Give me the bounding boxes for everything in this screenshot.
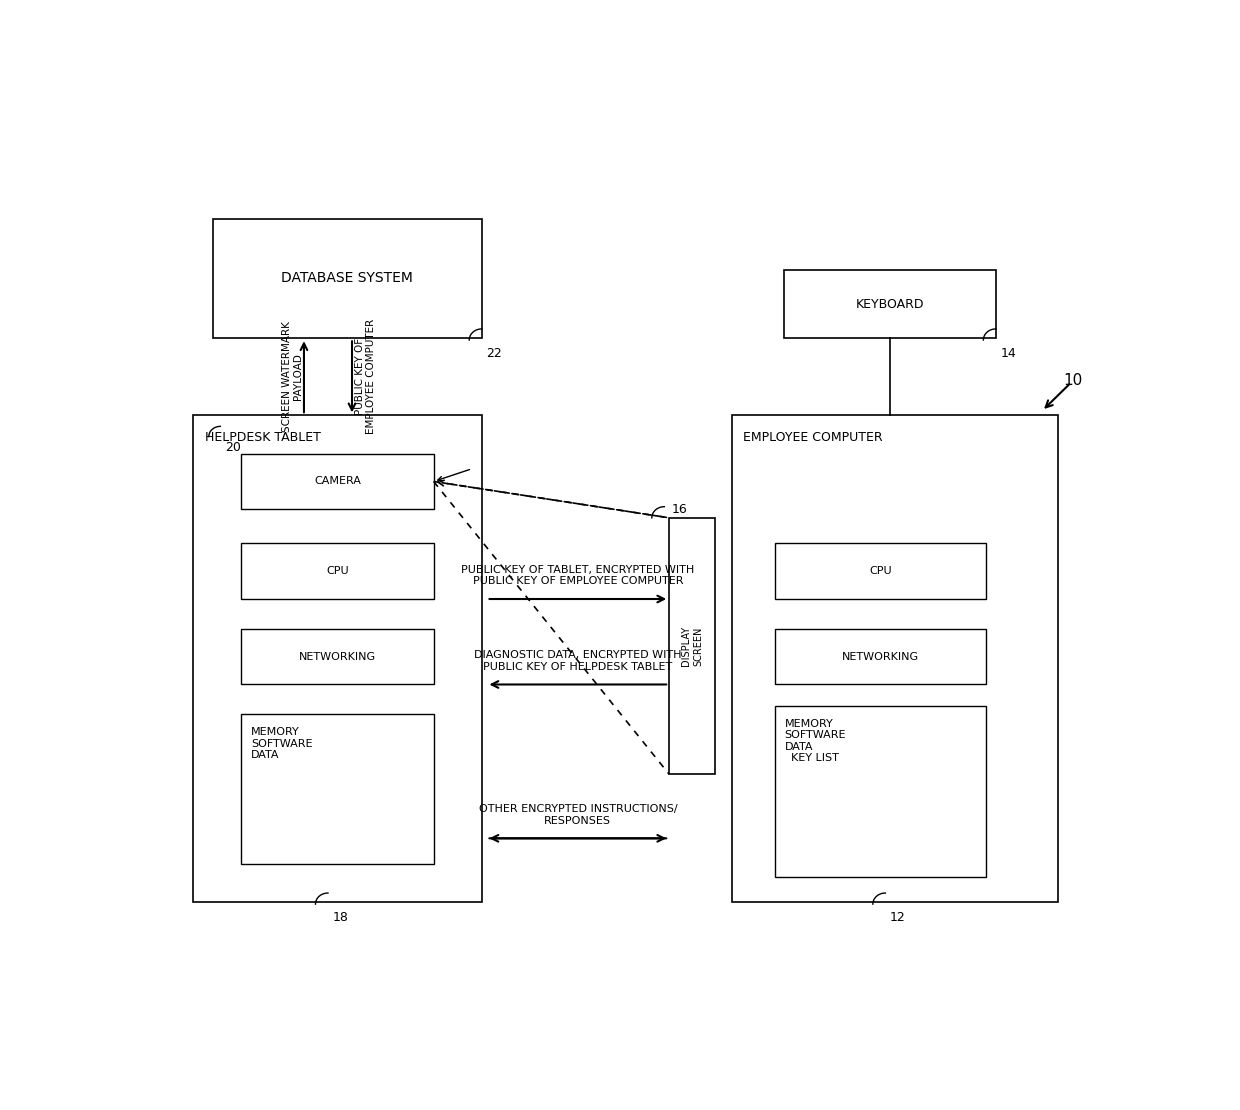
FancyBboxPatch shape [242, 629, 434, 685]
Text: MEMORY
SOFTWARE
DATA: MEMORY SOFTWARE DATA [250, 727, 312, 760]
Text: 14: 14 [1001, 346, 1017, 360]
Text: CPU: CPU [869, 566, 892, 576]
FancyBboxPatch shape [193, 415, 481, 902]
Text: NETWORKING: NETWORKING [299, 652, 376, 662]
FancyBboxPatch shape [242, 454, 434, 509]
FancyBboxPatch shape [775, 706, 986, 877]
Text: HELPDESK TABLET: HELPDESK TABLET [205, 431, 321, 444]
Text: 16: 16 [672, 503, 688, 516]
Text: OTHER ENCRYPTED INSTRUCTIONS/
RESPONSES: OTHER ENCRYPTED INSTRUCTIONS/ RESPONSES [479, 804, 677, 826]
Text: DISPLAY
SCREEN: DISPLAY SCREEN [682, 626, 703, 666]
Text: EMPLOYEE COMPUTER: EMPLOYEE COMPUTER [743, 431, 883, 444]
Text: KEYBOARD: KEYBOARD [856, 297, 924, 311]
Text: 20: 20 [226, 441, 241, 454]
Text: 10: 10 [1063, 373, 1083, 387]
Text: DATABASE SYSTEM: DATABASE SYSTEM [281, 272, 413, 285]
Text: CAMERA: CAMERA [314, 476, 361, 486]
Text: PUBLIC KEY OF TABLET, ENCRYPTED WITH
PUBLIC KEY OF EMPLOYEE COMPUTER: PUBLIC KEY OF TABLET, ENCRYPTED WITH PUB… [461, 565, 694, 586]
Text: CPU: CPU [326, 566, 348, 576]
FancyBboxPatch shape [785, 270, 996, 339]
Text: 18: 18 [332, 911, 348, 924]
FancyBboxPatch shape [242, 544, 434, 599]
FancyBboxPatch shape [213, 219, 481, 339]
Text: DIAGNOSTIC DATA, ENCRYPTED WITH
PUBLIC KEY OF HELPDESK TABLET: DIAGNOSTIC DATA, ENCRYPTED WITH PUBLIC K… [474, 650, 682, 672]
Text: SCREEN WATERMARK
PAYLOAD: SCREEN WATERMARK PAYLOAD [281, 322, 304, 432]
Text: NETWORKING: NETWORKING [842, 652, 919, 662]
FancyBboxPatch shape [670, 517, 715, 775]
Text: 12: 12 [890, 911, 906, 924]
FancyBboxPatch shape [242, 715, 434, 864]
FancyBboxPatch shape [775, 629, 986, 685]
FancyBboxPatch shape [732, 415, 1058, 902]
Text: 22: 22 [486, 346, 502, 360]
Text: PUBLIC KEY OF
EMPLOYEE COMPUTER: PUBLIC KEY OF EMPLOYEE COMPUTER [355, 320, 376, 434]
FancyBboxPatch shape [775, 544, 986, 599]
Text: MEMORY
SOFTWARE
DATA
  KEY LIST: MEMORY SOFTWARE DATA KEY LIST [785, 718, 846, 764]
